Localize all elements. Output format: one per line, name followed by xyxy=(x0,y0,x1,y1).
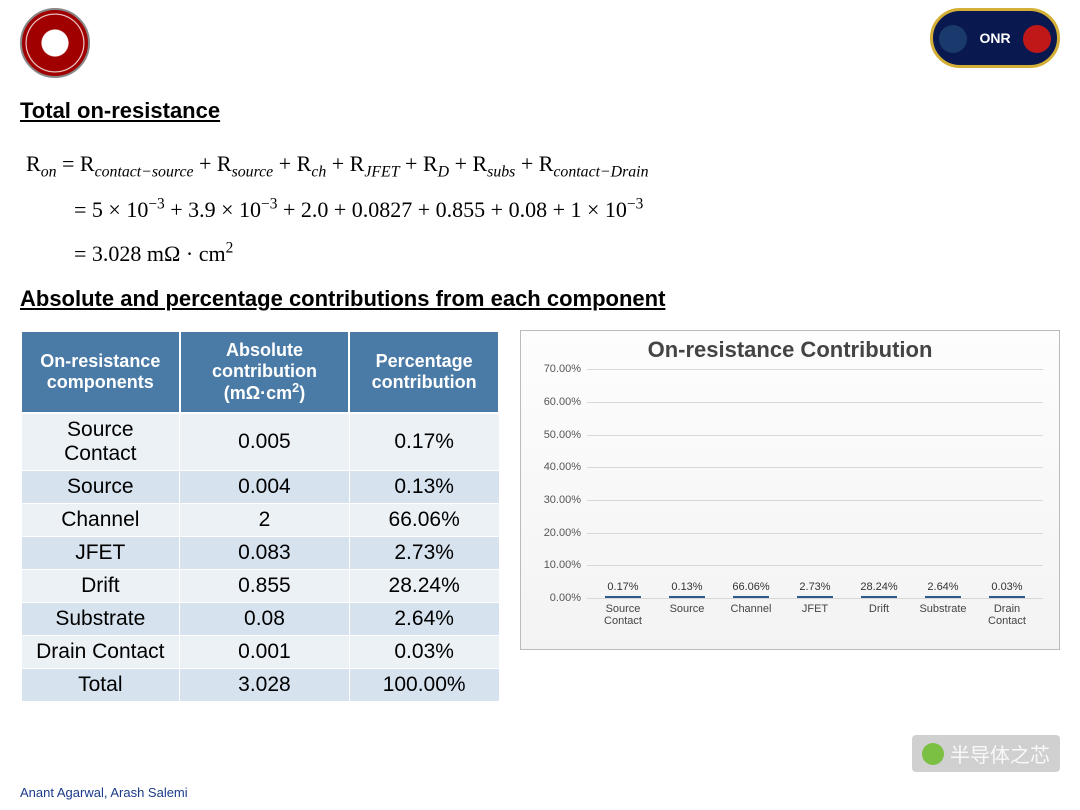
table-cell: 28.24% xyxy=(349,570,499,603)
chart-plot-area: 0.17%0.13%66.06%2.73%28.24%2.64%0.03% 0.… xyxy=(587,369,1043,599)
section-title-ron: Total on-resistance xyxy=(20,98,1060,124)
table-row: Source0.0040.13% xyxy=(21,471,499,504)
chart-y-tick-label: 50.00% xyxy=(531,429,581,441)
chart-x-tick-label: Channel xyxy=(723,603,779,627)
table-row: Source Contact0.0050.17% xyxy=(21,413,499,471)
table-cell: 0.17% xyxy=(349,413,499,471)
watermark-icon xyxy=(922,743,944,765)
chart-gridline xyxy=(587,598,1043,599)
table-cell: 0.08 xyxy=(180,603,350,636)
equation-line-3: = 3.028 mΩ · cm2 xyxy=(74,232,1060,276)
chart-x-tick-label: JFET xyxy=(787,603,843,627)
watermark: 半导体之芯 xyxy=(912,735,1060,772)
table-row: Channel266.06% xyxy=(21,504,499,537)
chart-x-tick-label: Substrate xyxy=(915,603,971,627)
equation-block: Ron = Rcontact−source + Rsource + Rch + … xyxy=(26,142,1060,276)
chart-y-tick-label: 60.00% xyxy=(531,396,581,408)
chart-bar-value-label: 0.03% xyxy=(967,581,1047,593)
table-row: Total3.028100.00% xyxy=(21,669,499,702)
table-header: On-resistance components xyxy=(21,331,180,413)
table-cell: 100.00% xyxy=(349,669,499,702)
chart-y-tick-label: 20.00% xyxy=(531,527,581,539)
table-cell: 0.13% xyxy=(349,471,499,504)
table-cell: 0.001 xyxy=(180,636,350,669)
chart-y-tick-label: 30.00% xyxy=(531,494,581,506)
chart-gridline xyxy=(587,435,1043,436)
table-cell: 0.03% xyxy=(349,636,499,669)
table-cell: 3.028 xyxy=(180,669,350,702)
table-cell: 2 xyxy=(180,504,350,537)
contribution-table: On-resistance componentsAbsolute contrib… xyxy=(20,330,500,702)
table-row: JFET0.0832.73% xyxy=(21,537,499,570)
chart-x-labels: Source Contact Source Channel JFET Drift Subs… xyxy=(587,599,1043,627)
table-cell: JFET xyxy=(21,537,180,570)
chart-x-tick-label: Source Contact xyxy=(595,603,651,627)
section-title-contrib: Absolute and percentage contributions fr… xyxy=(20,286,1060,312)
watermark-text: 半导体之芯 xyxy=(950,739,1050,768)
onr-badge-icon: ONR xyxy=(930,8,1060,68)
table-header: Percentage contribution xyxy=(349,331,499,413)
table-cell: Drain Contact xyxy=(21,636,180,669)
chart-y-tick-label: 70.00% xyxy=(531,363,581,375)
chart-gridline xyxy=(587,402,1043,403)
table-cell: 0.855 xyxy=(180,570,350,603)
logo-row: ONR xyxy=(20,8,1060,88)
table-cell: Source Contact xyxy=(21,413,180,471)
table-row: Substrate0.082.64% xyxy=(21,603,499,636)
footer-authors: Anant Agarwal, Arash Salemi xyxy=(20,785,188,800)
table-cell: Channel xyxy=(21,504,180,537)
osu-seal-icon xyxy=(20,8,90,78)
chart-x-tick-label: Drain Contact xyxy=(979,603,1035,627)
table-cell: Total xyxy=(21,669,180,702)
chart-y-tick-label: 0.00% xyxy=(531,592,581,604)
table-cell: 0.004 xyxy=(180,471,350,504)
table-cell: 2.64% xyxy=(349,603,499,636)
table-cell: 0.005 xyxy=(180,413,350,471)
chart-gridline xyxy=(587,565,1043,566)
table-cell: Drift xyxy=(21,570,180,603)
equation-line-2: = 5 × 10−3 + 3.9 × 10−3 + 2.0 + 0.0827 +… xyxy=(74,188,1060,232)
table-cell: Substrate xyxy=(21,603,180,636)
ohio-state-logo xyxy=(20,8,90,78)
table-row: Drain Contact0.0010.03% xyxy=(21,636,499,669)
chart-y-tick-label: 40.00% xyxy=(531,461,581,473)
onr-text: ONR xyxy=(979,30,1010,46)
equation-line-1: Ron = Rcontact−source + Rsource + Rch + … xyxy=(26,142,1060,188)
table-cell: 0.083 xyxy=(180,537,350,570)
onr-logo: ONR xyxy=(930,8,1060,68)
chart-x-tick-label: Drift xyxy=(851,603,907,627)
table-cell: 66.06% xyxy=(349,504,499,537)
chart-gridline xyxy=(587,500,1043,501)
table-row: Drift0.85528.24% xyxy=(21,570,499,603)
contribution-chart: On-resistance Contribution 0.17%0.13%66.… xyxy=(520,330,1060,650)
table-header: Absolute contribution (mΩ·cm2) xyxy=(180,331,350,413)
chart-gridline xyxy=(587,467,1043,468)
table-cell: 2.73% xyxy=(349,537,499,570)
chart-gridline xyxy=(587,369,1043,370)
chart-bars: 0.17%0.13%66.06%2.73%28.24%2.64%0.03% xyxy=(587,369,1043,598)
content-row: On-resistance componentsAbsolute contrib… xyxy=(20,330,1060,702)
chart-title: On-resistance Contribution xyxy=(531,337,1049,363)
chart-gridline xyxy=(587,533,1043,534)
table-cell: Source xyxy=(21,471,180,504)
chart-x-tick-label: Source xyxy=(659,603,715,627)
chart-y-tick-label: 10.00% xyxy=(531,559,581,571)
